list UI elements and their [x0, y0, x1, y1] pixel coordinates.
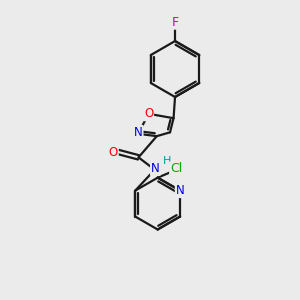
Text: Cl: Cl — [170, 162, 182, 175]
Text: O: O — [144, 107, 153, 120]
Text: N: N — [151, 162, 160, 175]
Text: F: F — [172, 16, 178, 29]
Text: H: H — [163, 157, 171, 166]
Text: O: O — [109, 146, 118, 159]
Text: N: N — [134, 126, 142, 139]
Text: N: N — [176, 184, 184, 197]
